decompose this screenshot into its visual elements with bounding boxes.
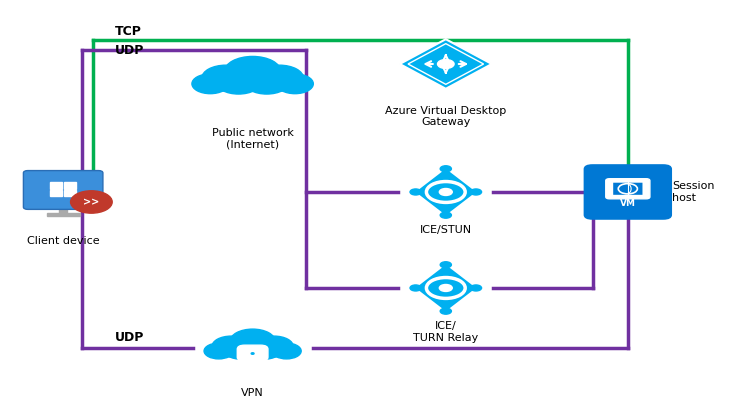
- Text: ICE/
TURN Relay: ICE/ TURN Relay: [413, 321, 478, 343]
- Polygon shape: [400, 39, 492, 89]
- Circle shape: [230, 329, 275, 353]
- Circle shape: [439, 188, 452, 195]
- Circle shape: [439, 284, 452, 292]
- FancyBboxPatch shape: [606, 179, 650, 199]
- Bar: [51, 190, 62, 196]
- Circle shape: [71, 191, 112, 213]
- Text: Azure Virtual Desktop
Gateway: Azure Virtual Desktop Gateway: [385, 105, 507, 127]
- Circle shape: [212, 336, 250, 357]
- Text: TCP: TCP: [115, 26, 142, 38]
- Text: VPN: VPN: [241, 388, 264, 398]
- Circle shape: [276, 74, 314, 94]
- Circle shape: [410, 285, 421, 291]
- Bar: [47, 213, 80, 216]
- Text: >>: >>: [83, 197, 100, 207]
- Circle shape: [223, 340, 259, 359]
- Bar: [51, 182, 62, 189]
- Bar: [209, 348, 296, 354]
- Circle shape: [410, 189, 421, 195]
- Circle shape: [192, 74, 229, 94]
- Bar: [198, 80, 308, 88]
- Circle shape: [470, 189, 481, 195]
- Circle shape: [438, 59, 454, 69]
- Bar: [65, 190, 77, 196]
- Bar: [59, 205, 67, 214]
- Circle shape: [440, 262, 452, 268]
- FancyBboxPatch shape: [24, 170, 103, 209]
- Polygon shape: [415, 169, 476, 215]
- Text: UDP: UDP: [115, 332, 145, 344]
- Circle shape: [251, 353, 254, 354]
- Circle shape: [246, 340, 282, 359]
- Text: UDP: UDP: [115, 44, 145, 57]
- Circle shape: [216, 70, 261, 94]
- FancyBboxPatch shape: [584, 164, 672, 220]
- Text: Session
host: Session host: [672, 181, 715, 203]
- Text: Public network
(Internet): Public network (Internet): [212, 128, 293, 150]
- Text: Client device: Client device: [27, 236, 100, 246]
- Circle shape: [440, 308, 452, 314]
- Polygon shape: [415, 265, 476, 311]
- Bar: [65, 182, 77, 189]
- Circle shape: [204, 343, 233, 359]
- Circle shape: [224, 57, 281, 87]
- Circle shape: [440, 166, 452, 172]
- FancyBboxPatch shape: [237, 345, 268, 361]
- Text: VM: VM: [620, 199, 636, 209]
- Circle shape: [255, 336, 293, 357]
- Circle shape: [202, 65, 250, 91]
- Circle shape: [244, 70, 289, 94]
- FancyBboxPatch shape: [613, 183, 643, 195]
- Circle shape: [256, 65, 303, 91]
- Text: ICE/STUN: ICE/STUN: [420, 225, 472, 235]
- Circle shape: [440, 212, 452, 218]
- Circle shape: [470, 285, 481, 291]
- Circle shape: [272, 343, 301, 359]
